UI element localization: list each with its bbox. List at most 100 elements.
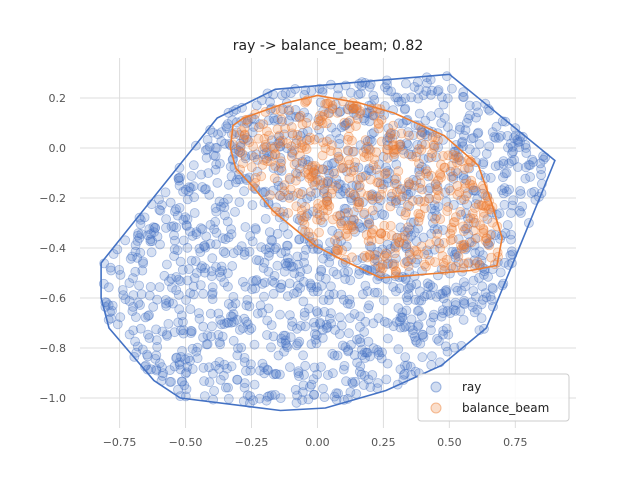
scatter-point-ray [175, 364, 186, 375]
scatter-point-balance-beam [380, 230, 391, 241]
scatter-point-ray [400, 360, 410, 371]
scatter-point-ray [433, 142, 444, 153]
scatter-point-ray [449, 146, 460, 157]
scatter-point-ray [340, 120, 351, 131]
scatter-point-ray [498, 188, 509, 199]
scatter-point-ray [470, 259, 481, 270]
scatter-point-ray [369, 249, 380, 260]
scatter-point-ray [426, 228, 437, 239]
scatter-point-ray [501, 186, 512, 197]
scatter-point-ray [343, 145, 354, 156]
scatter-point-ray [163, 318, 174, 329]
scatter-point-balance-beam [315, 175, 326, 186]
scatter-point-ray [419, 291, 430, 302]
scatter-point-ray [433, 85, 444, 95]
scatter-point-ray [215, 314, 226, 325]
scatter-point-ray [204, 189, 215, 200]
scatter-point-ray [180, 368, 191, 379]
scatter-point-balance-beam [284, 105, 295, 115]
scatter-point-ray [458, 314, 469, 325]
scatter-point-ray [235, 138, 246, 149]
scatter-point-ray [189, 208, 200, 218]
scatter-point-balance-beam [371, 164, 382, 175]
scatter-point-ray [516, 208, 526, 218]
scatter-point-ray [339, 360, 350, 371]
scatter-point-ray [319, 184, 330, 194]
scatter-point-balance-beam [467, 180, 478, 191]
scatter-point-ray [211, 143, 222, 153]
scatter-point-ray [347, 180, 358, 191]
scatter-point-ray [166, 221, 177, 232]
scatter-point-ray [181, 221, 192, 231]
legend-marker-ray [430, 381, 442, 393]
scatter-point-ray [455, 122, 466, 132]
scatter-point-ray [372, 344, 383, 355]
scatter-point-balance-beam [443, 202, 454, 212]
scatter-point-ray [418, 90, 429, 101]
scatter-point-balance-beam [346, 101, 357, 112]
scatter-point-ray [212, 177, 223, 188]
scatter-point-ray [130, 266, 141, 277]
scatter-point-ray [300, 321, 311, 332]
scatter-point-ray [448, 171, 459, 182]
scatter-point-ray [458, 277, 469, 288]
scatter-point-ray [200, 145, 211, 156]
scatter-point-balance-beam [481, 233, 492, 244]
scatter-point-ray [206, 331, 217, 342]
scatter-point-ray [404, 179, 415, 190]
scatter-point-ray [432, 333, 443, 344]
scatter-point-ray [398, 238, 409, 249]
y-tick-label: 0.0 [49, 142, 67, 155]
scatter-point-ray [414, 182, 425, 193]
scatter-point-ray [439, 113, 450, 123]
scatter-point-ray [134, 280, 145, 291]
scatter-point-ray [247, 200, 258, 211]
scatter-point-ray [283, 190, 294, 201]
scatter-point-ray [199, 240, 210, 251]
scatter-point-ray [487, 282, 498, 293]
scatter-point-ray [470, 291, 481, 302]
scatter-point-ray [297, 186, 308, 197]
scatter-point-ray [343, 117, 353, 128]
scatter-point-ray [412, 321, 423, 332]
scatter-point-ray [267, 235, 278, 246]
scatter-point-ray [460, 208, 471, 219]
scatter-point-ray [106, 265, 116, 276]
scatter-point-ray [351, 388, 362, 399]
scatter-point-ray [422, 78, 432, 88]
scatter-point-ray [451, 282, 462, 293]
scatter-point-ray [171, 352, 182, 363]
scatter-point-balance-beam [269, 173, 280, 184]
scatter-point-ray [103, 282, 114, 293]
scatter-point-ray [259, 197, 270, 208]
scatter-point-balance-beam [445, 185, 456, 196]
scatter-point-ray [432, 86, 443, 97]
scatter-points [98, 71, 551, 409]
scatter-point-ray [327, 158, 337, 169]
scatter-point-ray [144, 224, 155, 235]
scatter-point-ray [182, 194, 193, 205]
scatter-point-ray [400, 226, 410, 237]
scatter-point-ray [215, 374, 226, 385]
scatter-point-ray [304, 303, 314, 314]
scatter-point-ray [207, 368, 218, 379]
scatter-point-ray [214, 357, 225, 367]
scatter-point-ray [266, 390, 277, 401]
scatter-point-ray [251, 255, 262, 265]
scatter-point-balance-beam [403, 222, 413, 233]
scatter-point-ray [471, 112, 481, 123]
scatter-point-ray [195, 223, 206, 234]
scatter-point-ray [431, 152, 441, 163]
scatter-point-ray [338, 294, 349, 305]
scatter-point-balance-beam [390, 266, 401, 277]
scatter-point-ray [386, 86, 397, 97]
scatter-point-ray [309, 389, 320, 400]
scatter-point-ray [223, 382, 233, 393]
scatter-point-ray [363, 336, 374, 347]
scatter-point-ray [256, 242, 267, 253]
scatter-point-ray [181, 367, 192, 378]
scatter-point-ray [402, 295, 413, 306]
scatter-point-ray [166, 273, 177, 284]
scatter-point-ray [154, 358, 165, 369]
scatter-point-ray [390, 253, 401, 264]
